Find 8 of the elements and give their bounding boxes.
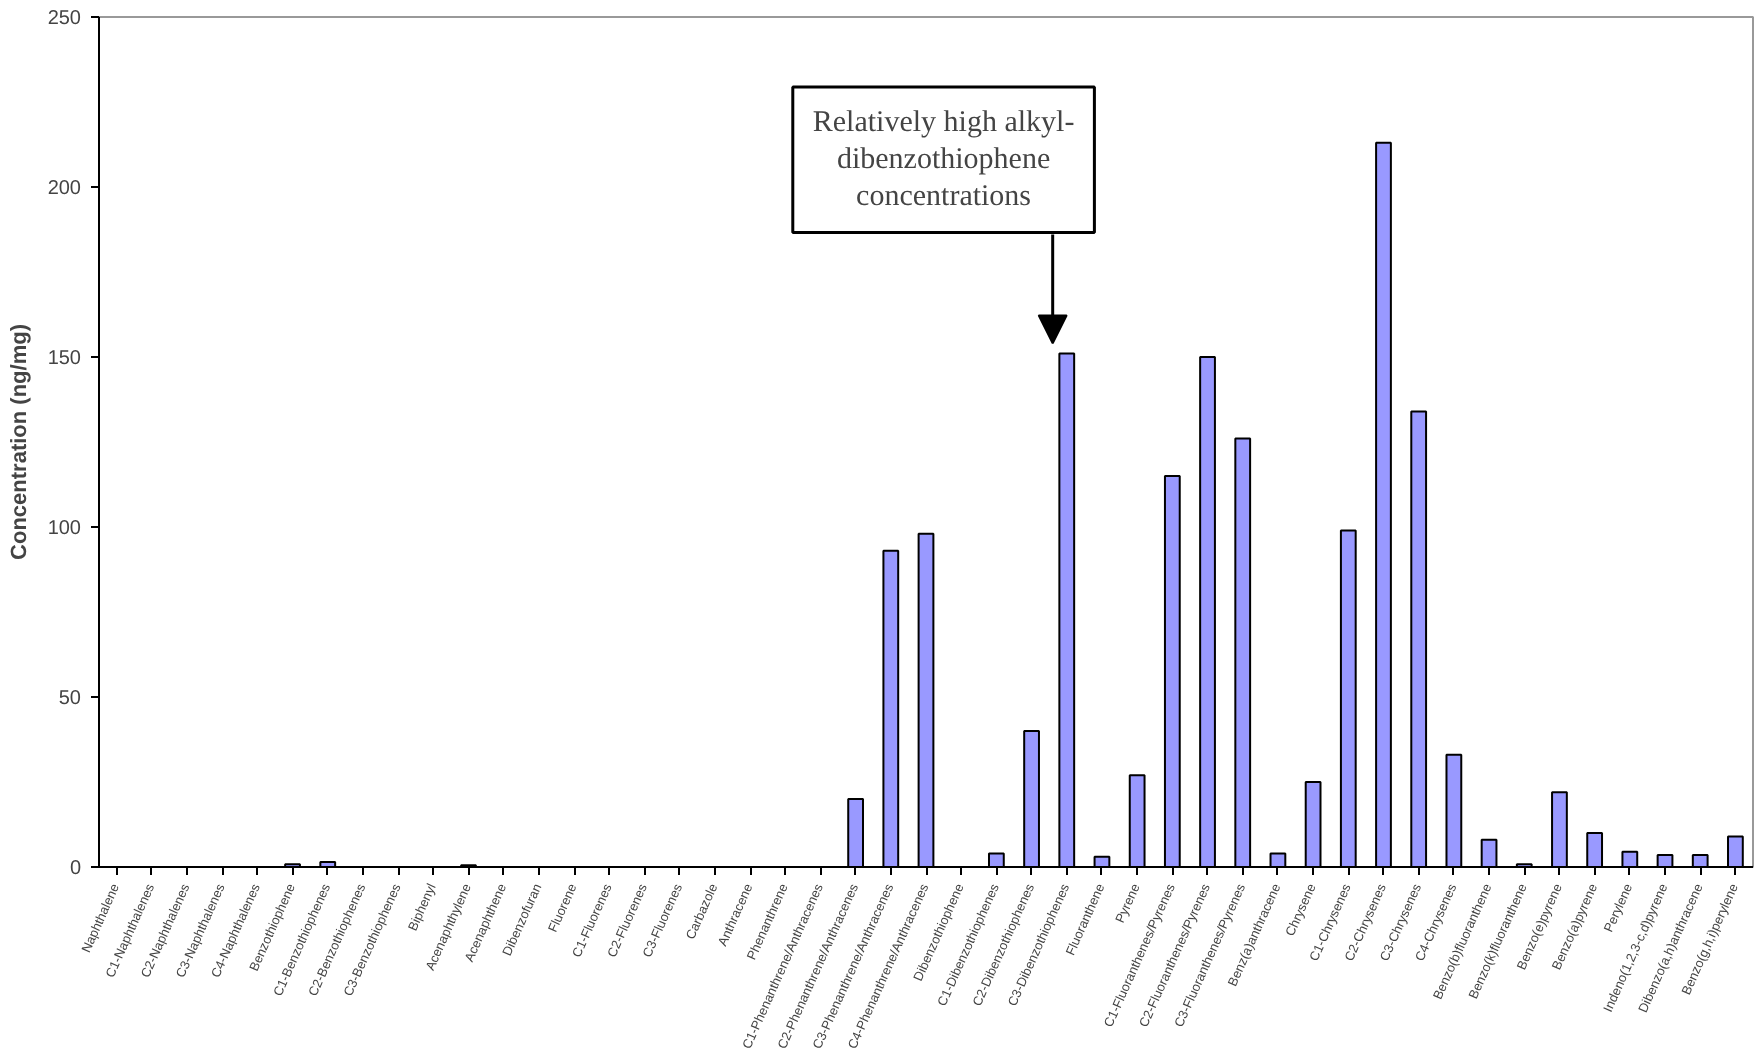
y-tick-label: 50 [58,688,82,710]
y-tick-label: 100 [47,518,82,540]
annotation: Relatively high alkyl-dibenzothiophene concentrations [812,107,1075,213]
y-tick-label: 0 [69,858,82,880]
y-tick-label: 200 [47,178,82,200]
y-axis-title: Concentration (ng/mg) [7,323,32,560]
y-tick-label: 150 [47,348,82,370]
y-tick-label: 250 [47,8,82,30]
